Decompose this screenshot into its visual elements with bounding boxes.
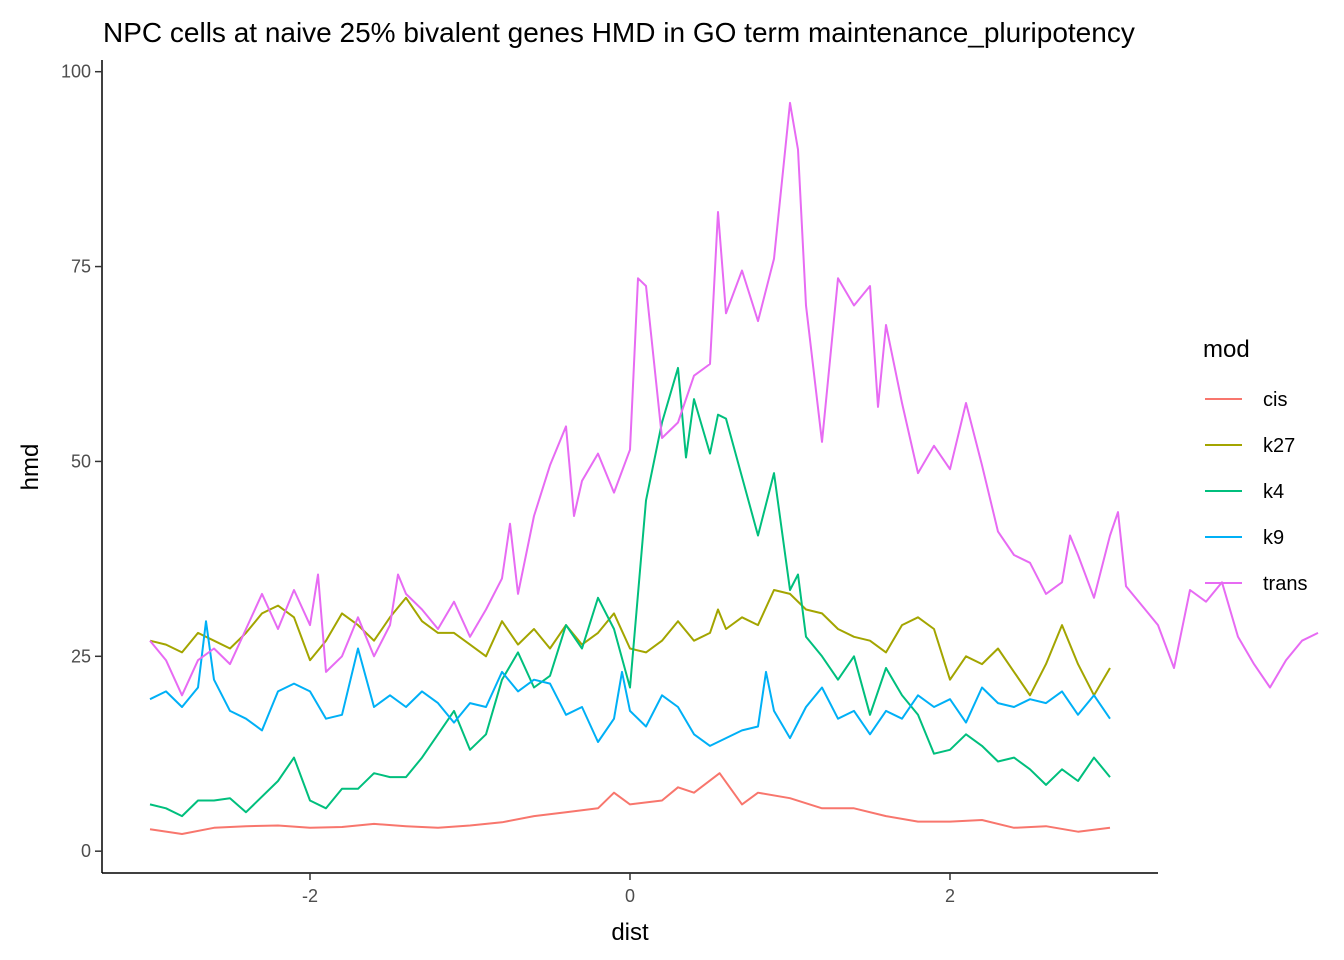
- chart-title: NPC cells at naive 25% bivalent genes HM…: [103, 17, 1135, 48]
- x-tick-label: 0: [625, 886, 635, 906]
- y-tick-label: 100: [61, 62, 91, 82]
- legend: mod cis k27 k4 k9 trans: [1203, 336, 1307, 595]
- y-tick-label: 0: [81, 841, 91, 861]
- legend-label-trans: trans: [1263, 573, 1307, 595]
- series-line-k27: [149, 589, 1111, 697]
- x-tick-label: -2: [302, 886, 318, 906]
- series-line-k9: [149, 620, 1111, 747]
- series-line-trans: [149, 101, 1319, 697]
- plot-area: [149, 101, 1319, 835]
- legend-label-k4: k4: [1263, 481, 1284, 503]
- x-tick-label: 2: [945, 886, 955, 906]
- legend-label-cis: cis: [1263, 389, 1287, 411]
- series-line-cis: [149, 772, 1111, 835]
- legend-label-k9: k9: [1263, 527, 1284, 549]
- axes: -2 0 2 0 25 50 75 100: [61, 60, 1158, 906]
- legend-title: mod: [1203, 336, 1250, 363]
- series-line-k4: [149, 366, 1111, 818]
- y-axis-title: hmd: [17, 444, 44, 491]
- y-tick-label: 75: [71, 257, 91, 277]
- x-axis-title: dist: [611, 919, 649, 946]
- y-tick-label: 50: [71, 451, 91, 471]
- y-tick-label: 25: [71, 646, 91, 666]
- legend-label-k27: k27: [1263, 435, 1295, 457]
